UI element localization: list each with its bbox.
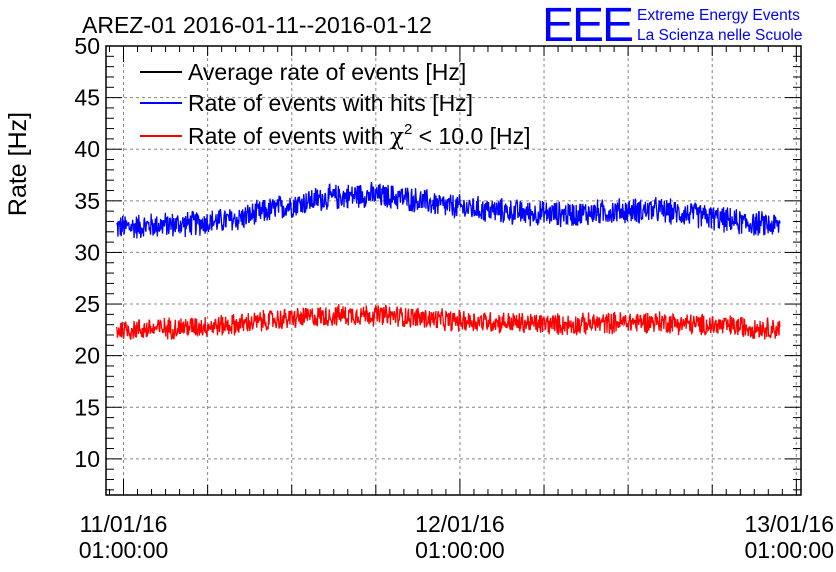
x-tick-label-time: 01:00:00: [79, 537, 169, 563]
y-tick-label: 15: [74, 394, 100, 420]
org-line-1: Extreme Energy Events: [637, 7, 800, 24]
legend-label-chi2: Rate of events with χ2 < 10.0 [Hz]: [188, 121, 531, 150]
y-tick-label: 20: [74, 343, 100, 369]
y-tick-label: 30: [74, 239, 100, 265]
x-tick-label-date: 11/01/16: [80, 511, 168, 537]
x-tick-label-time: 01:00:00: [415, 537, 505, 563]
y-tick-label: 50: [74, 33, 100, 59]
y-tick-label: 40: [74, 136, 100, 162]
chart-title: AREZ-01 2016-01-11--2016-01-12: [82, 12, 432, 38]
y-tick-label: 35: [74, 188, 100, 214]
eee-logo: EEE: [542, 0, 632, 52]
legend-label-average: Average rate of events [Hz]: [188, 59, 466, 85]
y-axis-label: Rate [Hz]: [4, 112, 32, 216]
org-line-2: La Scienza nelle Scuole: [637, 27, 802, 44]
grid-lines: [106, 45, 801, 495]
y-tick-label: 10: [74, 446, 100, 472]
series-line-hits: [115, 182, 781, 239]
legend: Average rate of events [Hz] Rate of event…: [140, 59, 531, 150]
y-tick-label: 45: [74, 85, 100, 111]
plot-frame: [105, 45, 802, 496]
data-series: [115, 182, 781, 341]
x-tick-label-time: 01:00:00: [744, 537, 834, 563]
x-tick-label-date: 13/01/16: [744, 511, 834, 537]
series-line-chi2: [115, 303, 781, 341]
x-tick-label-date: 12/01/16: [415, 511, 505, 537]
y-tick-label: 25: [74, 291, 100, 317]
axes: 10152025303540455011/01/1601:00:0012/01/…: [74, 33, 834, 563]
legend-label-hits: Rate of events with hits [Hz]: [188, 90, 473, 116]
